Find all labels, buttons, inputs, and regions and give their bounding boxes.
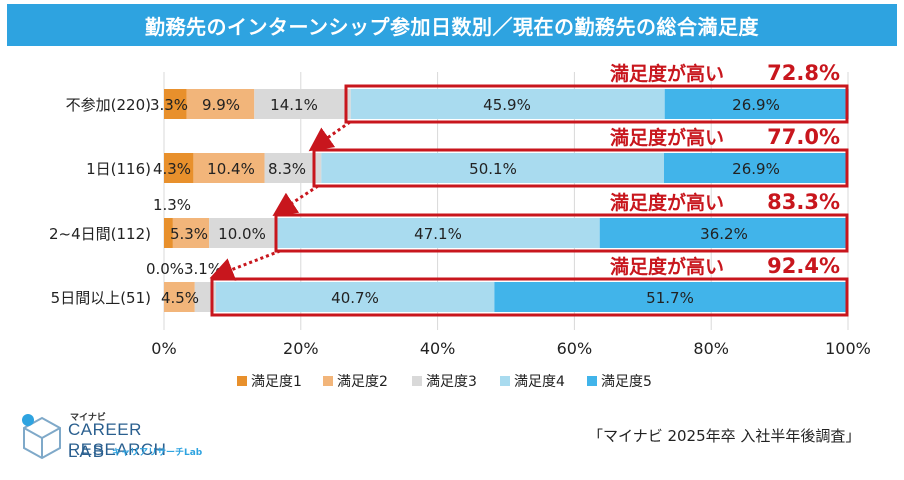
highlight-value: 77.0% — [767, 125, 840, 149]
bar-segment — [494, 282, 848, 312]
data-label: 26.9% — [732, 160, 780, 178]
highlight-box — [210, 277, 849, 317]
logo-line3: キャリアリサーチLab — [112, 448, 203, 458]
legend-label: 満足度3 — [426, 374, 477, 390]
legend-swatch — [412, 376, 422, 386]
logo-line2: LAB — [68, 442, 107, 461]
highlight-label: 満足度が高い — [610, 255, 724, 278]
x-tick-label: 100% — [825, 339, 871, 358]
bar-segment — [164, 218, 173, 248]
highlight-label: 満足度が高い — [610, 62, 724, 85]
highlight-label: 満足度が高い — [610, 191, 724, 214]
trend-arrow — [308, 120, 351, 152]
data-label: 51.7% — [646, 289, 694, 307]
highlight-box — [274, 213, 849, 253]
data-label: 4.5% — [161, 289, 199, 307]
x-tick-label: 20% — [283, 339, 319, 358]
logo-brand: マイナビ — [70, 413, 106, 423]
highlight-box — [312, 148, 849, 188]
legend-swatch — [237, 376, 247, 386]
data-label: 45.9% — [483, 96, 531, 114]
x-tick-label: 0% — [151, 339, 176, 358]
x-tick-label: 60% — [557, 339, 593, 358]
data-label: 40.7% — [331, 289, 379, 307]
category-label: 2~4日間(112) — [49, 225, 151, 243]
data-label: 9.9% — [202, 96, 240, 114]
legend-swatch — [587, 376, 597, 386]
bar-segment — [186, 89, 255, 119]
data-label: 8.3% — [268, 160, 306, 178]
legend-swatch — [500, 376, 510, 386]
highlight-value: 72.8% — [767, 61, 840, 85]
cube-logo-icon — [22, 414, 61, 460]
data-label: 3.3% — [150, 96, 188, 114]
category-label: 1日(116) — [86, 160, 151, 178]
x-tick-label: 80% — [693, 339, 729, 358]
data-label: 47.1% — [414, 225, 462, 243]
data-label: 14.1% — [270, 96, 318, 114]
bar-segment — [254, 89, 351, 119]
data-label: 26.9% — [732, 96, 780, 114]
highlight-value: 92.4% — [767, 254, 840, 278]
bar-segment — [599, 218, 848, 248]
bar-segment — [164, 153, 194, 183]
trend-arrow — [272, 184, 319, 216]
bar-segment — [193, 153, 265, 183]
category-label: 5日間以上(51) — [51, 289, 151, 307]
legend-label: 満足度2 — [337, 374, 388, 390]
chart-title: 勤務先のインターンシップ参加日数別／現在の勤務先の総合満足度 — [7, 4, 897, 46]
bar-segment — [321, 153, 665, 183]
highlight-box — [344, 84, 849, 124]
data-label: 10.0% — [218, 225, 266, 243]
data-label: 50.1% — [469, 160, 517, 178]
highlight-label: 満足度が高い — [610, 126, 724, 149]
data-label: 1.3% — [153, 196, 191, 214]
category-label: 不参加(220) — [66, 96, 151, 114]
bar-segment — [664, 89, 849, 119]
bar-segment — [164, 282, 195, 312]
data-label: 36.2% — [700, 225, 748, 243]
trend-arrow — [209, 249, 281, 281]
bar-segment — [215, 282, 495, 312]
source-note: 「マイナビ 2025年卒 入社半年後調査」 — [588, 427, 861, 445]
logo: マイナビ CAREER RESEARCH LAB キャリアリサーチLab — [20, 410, 220, 470]
bar-segment — [664, 153, 848, 183]
x-tick-label: 40% — [420, 339, 456, 358]
data-label: 5.3% — [170, 225, 208, 243]
bar-segment — [172, 218, 210, 248]
data-label: 4.3% — [153, 160, 191, 178]
data-label: 0.0% — [146, 260, 184, 278]
bar-segment — [350, 89, 665, 119]
highlight-value: 83.3% — [767, 190, 840, 214]
bar-segment — [264, 153, 322, 183]
logo-line1: CAREER RESEARCH — [68, 420, 167, 459]
bar-segment — [164, 89, 187, 119]
legend-swatch — [323, 376, 333, 386]
legend-label: 満足度4 — [514, 374, 565, 390]
data-label: 10.4% — [207, 160, 255, 178]
legend-label: 満足度5 — [601, 374, 652, 390]
legend-label: 満足度1 — [251, 374, 302, 390]
data-label: 3.1% — [184, 260, 222, 278]
bar-segment — [209, 218, 278, 248]
bar-segment — [277, 218, 600, 248]
